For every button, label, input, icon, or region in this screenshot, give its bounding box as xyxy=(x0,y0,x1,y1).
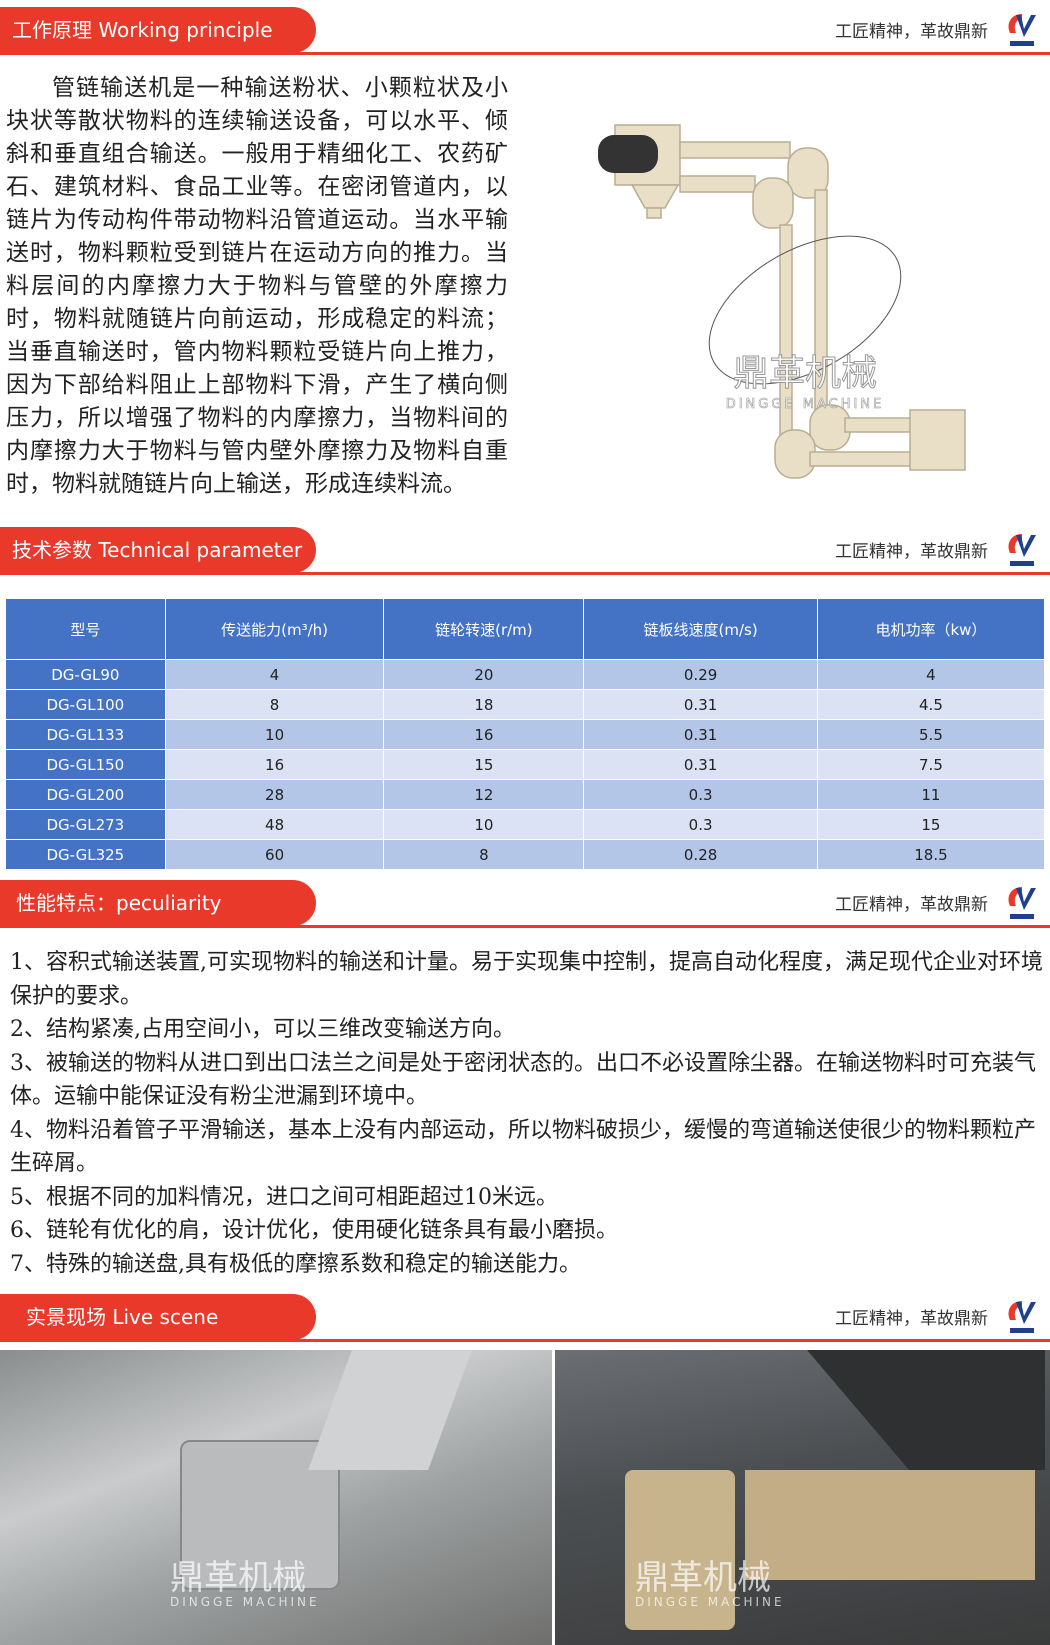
table-cell: 18 xyxy=(383,689,585,720)
section-title: 实景现场 Live scene xyxy=(0,1294,316,1340)
table-cell: 16 xyxy=(164,749,385,780)
watermark: 鼎革机械 xyxy=(733,353,877,394)
watermark: 鼎革机械 xyxy=(635,1558,771,1598)
section-title: 技术参数 Technical parameter xyxy=(0,527,316,573)
model-cell: DG-GL150 xyxy=(5,749,166,780)
table-cell: 20 xyxy=(383,659,585,690)
model-cell: DG-GL90 xyxy=(5,659,166,690)
table-cell: 10 xyxy=(164,719,385,750)
table-cell: 16 xyxy=(383,719,585,750)
table-cell: 0.29 xyxy=(583,659,818,690)
section-header-working: 工作原理 Working principle 工匠精神，革故鼎新 xyxy=(0,3,1050,55)
table-row: DG-GL150 16 15 0.31 7.5 xyxy=(5,749,1046,780)
col-header: 链轮转速(r/m) xyxy=(383,598,585,660)
slogan: 工匠精神，革故鼎新 xyxy=(835,1309,988,1329)
watermark-en: DINGGE MACHINE xyxy=(726,397,885,412)
pipe-chain-conveyor-image: 鼎革机械 DINGGE MACHINE xyxy=(598,124,966,479)
model-cell: DG-GL200 xyxy=(5,779,166,810)
divider xyxy=(0,52,1050,55)
slogan: 工匠精神，革故鼎新 xyxy=(835,22,988,42)
col-header: 链板线速度(m/s) xyxy=(583,598,818,660)
col-header: 电机功率（kw） xyxy=(816,598,1046,660)
table-cell: 8 xyxy=(383,839,585,870)
table-header-row: 型号 传送能力(m³/h) 链轮转速(r/m) 链板线速度(m/s) 电机功率（… xyxy=(5,598,1046,660)
table-cell: 48 xyxy=(164,809,385,840)
table-row: DG-GL133 10 16 0.31 5.5 xyxy=(5,719,1046,750)
section-title: 工作原理 Working principle xyxy=(0,7,316,53)
live-scene-photos: 鼎革机械 DINGGE MACHINE 鼎革机械 DINGGE MACHINE xyxy=(0,1350,1050,1645)
technical-parameter-table: 型号 传送能力(m³/h) 链轮转速(r/m) 链板线速度(m/s) 电机功率（… xyxy=(5,598,1046,870)
table-cell: 15 xyxy=(816,809,1046,840)
table-cell: 28 xyxy=(164,779,385,810)
watermark-en: DINGGE MACHINE xyxy=(170,1595,320,1609)
feature-item: 7、特殊的输送盘,具有极低的摩擦系数和稳定的输送能力。 xyxy=(10,1251,581,1277)
table-row: DG-GL273 48 10 0.3 15 xyxy=(5,809,1046,840)
divider xyxy=(0,572,1050,575)
site-photo-1: 鼎革机械 DINGGE MACHINE xyxy=(0,1350,552,1645)
section-header-peculiarity: 性能特点：peculiarity 工匠精神，革故鼎新 xyxy=(0,876,1050,928)
watermark-en: DINGGE MACHINE xyxy=(635,1595,785,1609)
site-photo-2: 鼎革机械 DINGGE MACHINE xyxy=(555,1350,1050,1645)
brand-logo-icon xyxy=(1008,1301,1036,1333)
table-row: DG-GL90 4 20 0.29 4 xyxy=(5,659,1046,690)
section-header-live: 实景现场 Live scene 工匠精神，革故鼎新 xyxy=(0,1290,1050,1342)
table-cell: 11 xyxy=(816,779,1046,810)
model-cell: DG-GL133 xyxy=(5,719,166,750)
brand-logo-icon xyxy=(1008,887,1036,919)
table-cell: 10 xyxy=(383,809,585,840)
table-cell: 60 xyxy=(164,839,385,870)
features-list: 1、容积式输送装置,可实现物料的输送和计量。易于实现集中控制，提高自动化程度，满… xyxy=(10,946,1045,1281)
table-cell: 4.5 xyxy=(816,689,1046,720)
table-cell: 0.31 xyxy=(583,719,818,750)
feature-item: 4、物料沿着管子平滑输送，基本上没有内部运动，所以物料破损少，缓慢的弯道输送使很… xyxy=(10,1117,1037,1177)
brand-logo-icon xyxy=(1008,534,1036,566)
slogan: 工匠精神，革故鼎新 xyxy=(835,542,988,562)
divider xyxy=(0,1339,1050,1342)
intro-paragraph: 管链输送机是一种输送粉状、小颗粒状及小块状等散状物料的连续输送设备，可以水平、倾… xyxy=(6,75,508,497)
table-row: DG-GL325 60 8 0.28 18.5 xyxy=(5,839,1046,870)
model-cell: DG-GL325 xyxy=(5,839,166,870)
table-cell: 7.5 xyxy=(816,749,1046,780)
table-cell: 0.3 xyxy=(583,809,818,840)
section-header-technical: 技术参数 Technical parameter 工匠精神，革故鼎新 xyxy=(0,523,1050,575)
watermark: 鼎革机械 xyxy=(170,1558,306,1598)
table-cell: 0.31 xyxy=(583,689,818,720)
feature-item: 6、链轮有优化的肩，设计优化，使用硬化链条具有最小磨损。 xyxy=(10,1218,618,1243)
table-cell: 8 xyxy=(164,689,385,720)
table-row: DG-GL100 8 18 0.31 4.5 xyxy=(5,689,1046,720)
table-row: DG-GL200 28 12 0.3 11 xyxy=(5,779,1046,810)
table-cell: 0.31 xyxy=(583,749,818,780)
section-title: 性能特点：peculiarity xyxy=(0,880,316,926)
model-cell: DG-GL273 xyxy=(5,809,166,840)
table-cell: 4 xyxy=(164,659,385,690)
table-cell: 5.5 xyxy=(816,719,1046,750)
feature-item: 2、结构紧凑,占用空间小，可以三维改变输送方向。 xyxy=(10,1017,515,1042)
table-cell: 0.3 xyxy=(583,779,818,810)
model-cell: DG-GL100 xyxy=(5,689,166,720)
feature-item: 5、根据不同的加料情况，进口之间可相距超过10米远。 xyxy=(10,1184,558,1210)
feature-item: 1、容积式输送装置,可实现物料的输送和计量。易于实现集中控制，提高自动化程度，满… xyxy=(10,950,1043,1009)
col-header: 型号 xyxy=(5,598,166,660)
divider xyxy=(0,925,1050,928)
brand-logo-icon xyxy=(1008,14,1036,46)
slogan: 工匠精神，革故鼎新 xyxy=(835,895,988,915)
table-cell: 12 xyxy=(383,779,585,810)
table-cell: 4 xyxy=(816,659,1046,690)
table-cell: 18.5 xyxy=(816,839,1046,870)
table-cell: 15 xyxy=(383,749,585,780)
col-header: 传送能力(m³/h) xyxy=(164,598,385,660)
feature-item: 3、被输送的物料从进口到出口法兰之间是处于密闭状态的。出口不必设置除尘器。在输送… xyxy=(10,1050,1037,1110)
table-cell: 0.28 xyxy=(583,839,818,870)
